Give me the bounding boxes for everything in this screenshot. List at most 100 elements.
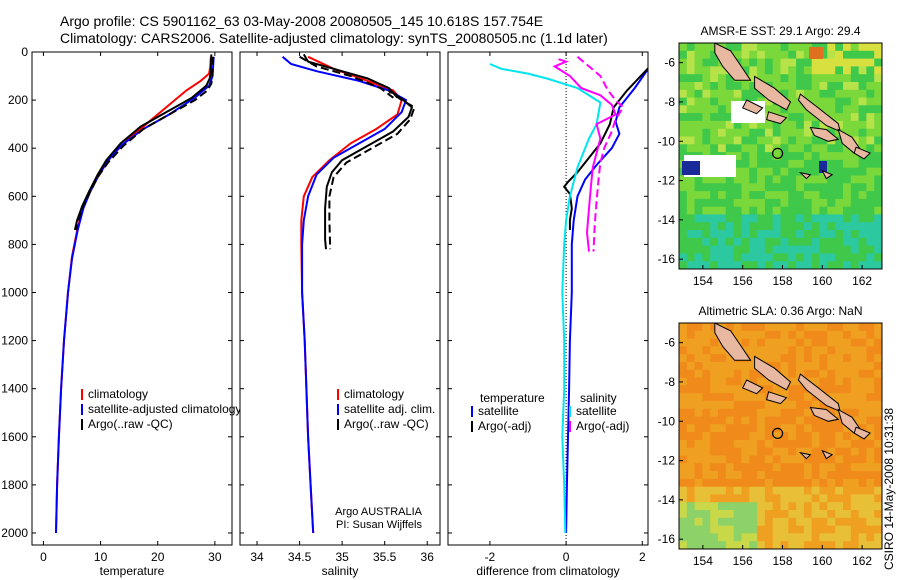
sla-map-cell — [803, 447, 813, 457]
sst-map-cell — [843, 159, 852, 169]
sla-map-cell — [679, 455, 688, 464]
sla-map-cell — [679, 517, 688, 527]
sst-map-cell — [796, 120, 805, 130]
sst-map-cell — [835, 214, 844, 223]
sst-map-cell — [819, 261, 828, 269]
sla-map-cell — [819, 432, 828, 441]
sla-map-cell — [733, 494, 743, 503]
sla-map-cell — [733, 416, 743, 425]
sla-map-cell — [803, 330, 813, 340]
sst-map-cell — [788, 43, 797, 52]
sla-map-cell — [764, 424, 774, 433]
sla-map-cell — [850, 432, 860, 441]
sla-map-cell — [780, 525, 789, 534]
sst-map-cell — [874, 159, 882, 169]
sst-map-cell — [819, 120, 828, 130]
salinity-series-satellite-adj-clim- — [281, 56, 408, 534]
sst-map-cell — [710, 66, 719, 75]
sla-map-xtick-label: 160 — [812, 554, 832, 568]
sst-map-cell — [874, 89, 882, 99]
sst-map-cell — [827, 152, 836, 161]
sst-map-cell — [679, 206, 688, 216]
sst-map-cell — [866, 230, 875, 239]
sla-map-cell — [819, 346, 828, 355]
sst-map-cell — [772, 198, 782, 208]
sst-map-cell — [835, 237, 844, 247]
sst-map-cell — [757, 175, 766, 184]
sst-map-cell — [733, 43, 743, 52]
legend-salinity-title: salinity — [580, 391, 617, 405]
sst-map-cell — [850, 97, 860, 106]
sst-map-cell — [874, 167, 882, 177]
sla-map-cell — [788, 362, 797, 371]
sla-map-cell — [772, 510, 782, 519]
sla-map-cell — [835, 323, 844, 332]
sla-map-cell — [733, 432, 743, 441]
sla-map-cell — [835, 362, 844, 371]
sst-map-cell — [772, 159, 782, 169]
sst-map-cell — [679, 136, 688, 145]
sst-map-cell — [710, 58, 719, 67]
sla-map-cell — [733, 439, 743, 449]
sst-map-cell — [772, 66, 782, 75]
temperature-ytick-label: 1600 — [1, 430, 28, 444]
sst-map-argo-position-marker — [771, 147, 784, 160]
sst-map-cell — [686, 113, 696, 122]
sst-map-cell — [702, 89, 711, 99]
sla-map-cell — [843, 541, 852, 549]
sla-map-cell — [679, 400, 688, 410]
sla-map-cell — [725, 385, 735, 394]
sla-map-cell — [796, 447, 805, 457]
sst-map-cell — [702, 183, 711, 192]
sla-map-cell — [874, 393, 882, 402]
sla-map-cell — [850, 330, 860, 340]
sla-map-cell — [819, 494, 828, 503]
sst-map-cell — [843, 245, 852, 254]
sla-map-cell — [757, 447, 766, 457]
sst-map-cell — [858, 113, 867, 122]
sla-map-cell — [725, 369, 735, 379]
sst-map-island — [765, 111, 788, 125]
sla-map-cell — [741, 541, 750, 549]
sla-map-cell — [718, 385, 727, 394]
sla-map-cell — [741, 330, 750, 340]
sla-map-cell — [850, 354, 860, 363]
temperature-ytick-label: 1000 — [1, 285, 28, 299]
sst-map-cell — [694, 214, 703, 223]
sst-map-cell — [850, 128, 860, 138]
sst-map-cell — [788, 136, 797, 145]
sst-map-cell — [718, 144, 727, 153]
sla-map-cell — [718, 502, 727, 511]
sla-map-cell — [850, 393, 860, 402]
sst-map-cell — [827, 97, 836, 106]
sst-map-cell — [803, 261, 813, 269]
sla-map-cell — [819, 502, 828, 511]
sst-map-cell — [835, 198, 844, 208]
sla-map-cell — [686, 455, 696, 464]
sla-map-cell — [733, 377, 743, 386]
sla-map-cell — [694, 338, 703, 347]
sla-map-ytick-label: -16 — [658, 532, 676, 546]
sst-map-cell — [858, 198, 867, 208]
sst-map-cell — [835, 152, 844, 161]
sla-map-cell — [718, 432, 727, 441]
sla-map-cell — [819, 323, 828, 332]
sla-map-cell — [686, 400, 696, 410]
sst-map-cell — [788, 113, 797, 122]
sst-map-cell — [757, 152, 766, 161]
sst-map-cell — [757, 58, 766, 67]
sst-map-cell — [749, 206, 758, 216]
sst-map-cell — [803, 89, 813, 99]
sst-map-cell — [788, 128, 797, 138]
sla-map-cell — [725, 486, 735, 496]
sst-map-cell — [757, 66, 766, 75]
sla-map-cell — [843, 494, 852, 503]
sla-map-cell — [788, 486, 797, 496]
sst-map-cell — [741, 261, 750, 269]
sla-map-cell — [710, 525, 719, 534]
sst-map-cell — [835, 144, 844, 153]
sla-map-cell — [788, 510, 797, 519]
sst-map-xtick-label: 156 — [733, 274, 753, 288]
sst-map-cell — [710, 214, 719, 223]
sst-map-cell — [811, 152, 821, 161]
